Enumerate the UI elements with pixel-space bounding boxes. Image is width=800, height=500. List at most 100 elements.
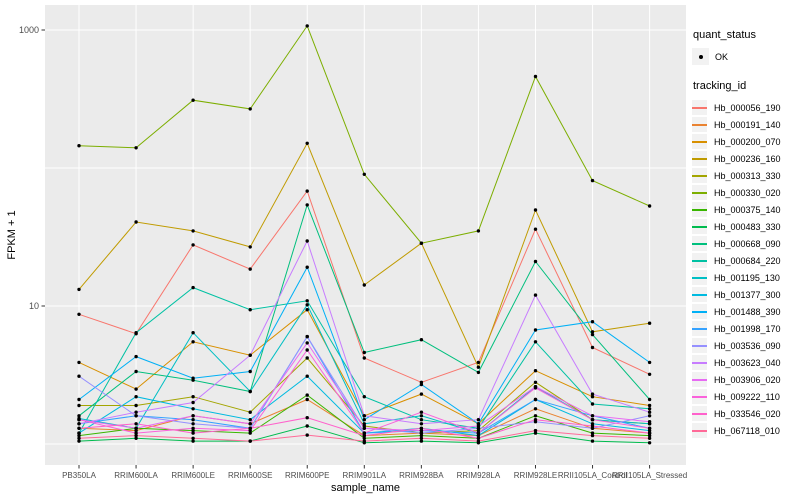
legend-key-box (692, 423, 707, 438)
legend-key-box (692, 100, 707, 115)
legend-item-label: Hb_000236_160 (714, 153, 781, 164)
x-tick-label: PB350LA (62, 471, 96, 480)
legend-item: Hb_000483_330 (692, 218, 800, 235)
x-tick-label: RRIM600LA (114, 471, 158, 480)
legend-item: Hb_000056_190 (692, 99, 800, 116)
legend-item-label: Hb_003536_090 (714, 340, 781, 351)
quant-status-key-box (692, 48, 709, 65)
legend-item-label: Hb_001377_300 (714, 289, 781, 300)
x-tick-label: RRIM600LE (171, 471, 215, 480)
series-line-swatch-icon (692, 361, 707, 364)
legend-item-label: Hb_001998_170 (714, 323, 781, 334)
legend-item-label: Hb_009222_110 (714, 391, 780, 402)
x-tick-label: RRIM600PE (285, 471, 329, 480)
legend-item-label: Hb_003906_020 (714, 374, 781, 385)
legend-item-label: Hb_000056_190 (714, 102, 781, 113)
legend-key-box (692, 372, 707, 387)
x-axis-title: sample_name (331, 482, 400, 494)
legend-key-box (692, 202, 707, 217)
legend-quant-status-item: OK (692, 48, 800, 65)
series-line-swatch-icon (692, 412, 707, 415)
x-tick-label: RRIM928BA (399, 471, 444, 480)
legend: quant_status OK tracking_id Hb_000056_19… (692, 29, 800, 439)
series-line-swatch-icon (692, 395, 707, 398)
legend-item-label: Hb_001488_390 (714, 306, 781, 317)
legend-item: Hb_001377_300 (692, 286, 800, 303)
legend-key-box (692, 355, 707, 370)
legend-key-box (692, 219, 707, 234)
series-line-swatch-icon (692, 123, 707, 126)
legend-item: Hb_000684_220 (692, 252, 800, 269)
legend-key-box (692, 168, 707, 183)
legend-item: Hb_033546_020 (692, 405, 800, 422)
legend-item-label: Hb_001195_130 (714, 272, 780, 283)
series-line-swatch-icon (692, 378, 707, 381)
legend-tracking-id-items: Hb_000056_190 Hb_000191_140 Hb_000200_07… (692, 99, 800, 439)
legend-item: Hb_003623_040 (692, 354, 800, 371)
legend-key-box (692, 389, 707, 404)
series-line-swatch-icon (692, 157, 707, 160)
legend-item-label: Hb_000668_090 (714, 238, 781, 249)
legend-item: Hb_001488_390 (692, 303, 800, 320)
series-line-swatch-icon (692, 191, 707, 194)
legend-key-box (692, 117, 707, 132)
gridlines (45, 5, 686, 465)
legend-item-label: Hb_000375_140 (714, 204, 781, 215)
series-line-swatch-icon (692, 259, 707, 262)
series-line-swatch-icon (692, 293, 707, 296)
series-line-swatch-icon (692, 106, 707, 109)
legend-item: Hb_000375_140 (692, 201, 800, 218)
series-line-swatch-icon (692, 174, 707, 177)
series-line-swatch-icon (692, 225, 707, 228)
y-axis-title: FPKM + 1 (6, 210, 18, 259)
series-line-swatch-icon (692, 276, 707, 279)
series-line-swatch-icon (692, 327, 707, 330)
legend-item: Hb_003536_090 (692, 337, 800, 354)
x-tick-label: RRIM928LA (457, 471, 501, 480)
legend-item-label: Hb_000483_330 (714, 221, 781, 232)
legend-item: Hb_003906_020 (692, 371, 800, 388)
legend-key-box (692, 304, 707, 319)
legend-key-box (692, 270, 707, 285)
legend-item-label: Hb_000313_330 (714, 170, 781, 181)
series-line-swatch-icon (692, 140, 707, 143)
x-tick-label: RRIM600SE (228, 471, 272, 480)
legend-item: Hb_000236_160 (692, 150, 800, 167)
y-axis: 1000 10 (19, 25, 45, 311)
x-axis: PB350LA RRIM600LA RRIM600LE RRIM600SE RRIM60… (62, 465, 687, 480)
legend-item: Hb_000191_140 (692, 116, 800, 133)
legend-quant-status-title: quant_status (693, 29, 756, 41)
series-line-swatch-icon (692, 208, 707, 211)
legend-key-box (692, 151, 707, 166)
series-line-swatch-icon (692, 344, 707, 347)
legend-item-label: Hb_000330_020 (714, 187, 781, 198)
legend-tracking-id-title: tracking_id (693, 80, 747, 92)
legend-item-label: Hb_000191_140 (714, 119, 781, 130)
x-tick-label: RRIM928LE (514, 471, 558, 480)
legend-item-label: Hb_000684_220 (714, 255, 781, 266)
legend-key-box (692, 287, 707, 302)
legend-key-box (692, 338, 707, 353)
legend-item-label: Hb_067118_010 (714, 425, 780, 436)
legend-item: Hb_000200_070 (692, 133, 800, 150)
legend-item: Hb_000668_090 (692, 235, 800, 252)
legend-item: Hb_000330_020 (692, 184, 800, 201)
legend-item: Hb_009222_110 (692, 388, 800, 405)
legend-key-box (692, 236, 707, 251)
x-tick-label: RRIM901LA (343, 471, 387, 480)
series-line-swatch-icon (692, 429, 707, 432)
legend-item: Hb_001195_130 (692, 269, 800, 286)
x-tick-label: RRII105LA_Control (558, 471, 628, 480)
legend-key-box (692, 253, 707, 268)
legend-item: Hb_000313_330 (692, 167, 800, 184)
data-points (77, 24, 652, 445)
quant-status-value-label: OK (715, 51, 729, 62)
legend-key-box (692, 185, 707, 200)
legend-item-label: Hb_003623_040 (714, 357, 781, 368)
y-tick-label: 10 (29, 301, 39, 311)
plot-panel (45, 5, 686, 465)
legend-item-label: Hb_000200_070 (714, 136, 781, 147)
series-line-swatch-icon (692, 242, 707, 245)
